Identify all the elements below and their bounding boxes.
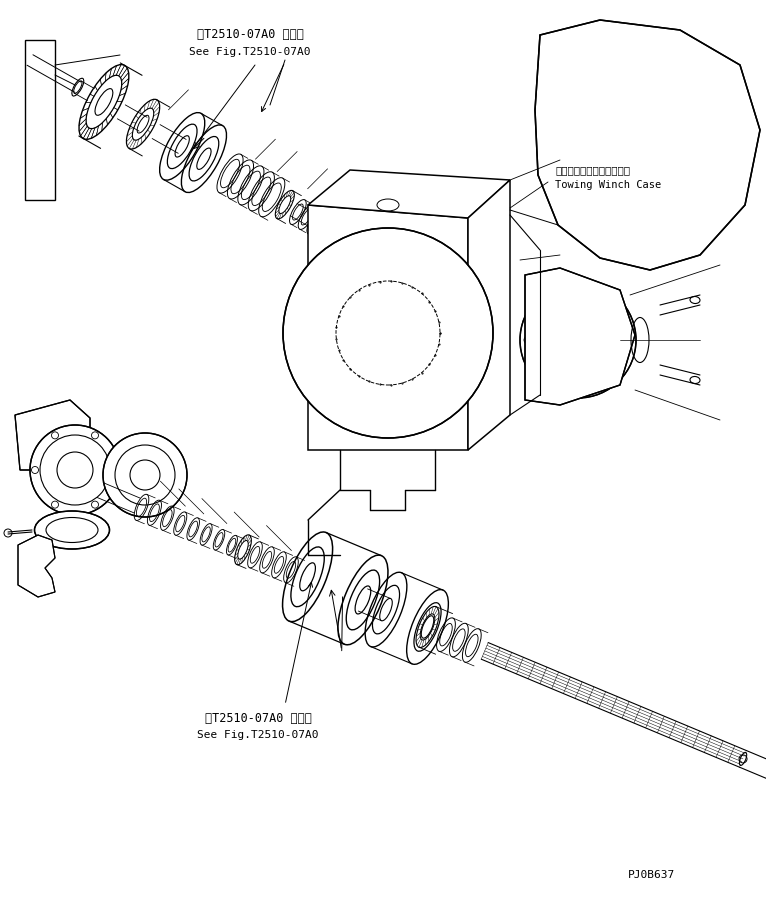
Polygon shape (525, 268, 635, 405)
Polygon shape (468, 180, 510, 450)
Text: See Fig.T2510-07A0: See Fig.T2510-07A0 (198, 730, 319, 740)
Polygon shape (18, 535, 55, 597)
Polygon shape (308, 170, 510, 218)
Polygon shape (535, 20, 760, 270)
Text: Towing Winch Case: Towing Winch Case (555, 180, 661, 190)
Circle shape (103, 433, 187, 517)
Text: PJ0B637: PJ0B637 (628, 870, 676, 880)
Circle shape (30, 425, 120, 515)
Polygon shape (15, 400, 90, 470)
Text: See Fig.T2510-07A0: See Fig.T2510-07A0 (189, 47, 311, 57)
Polygon shape (308, 205, 468, 450)
Ellipse shape (34, 511, 110, 549)
Text: 第T2510-07A0 図参照: 第T2510-07A0 図参照 (197, 29, 303, 41)
Circle shape (283, 228, 493, 438)
Circle shape (520, 282, 636, 398)
Polygon shape (25, 40, 55, 200)
Text: 第T2510-07A0 図参照: 第T2510-07A0 図参照 (205, 712, 312, 724)
Text: トーイングウィンチケース: トーイングウィンチケース (555, 165, 630, 175)
